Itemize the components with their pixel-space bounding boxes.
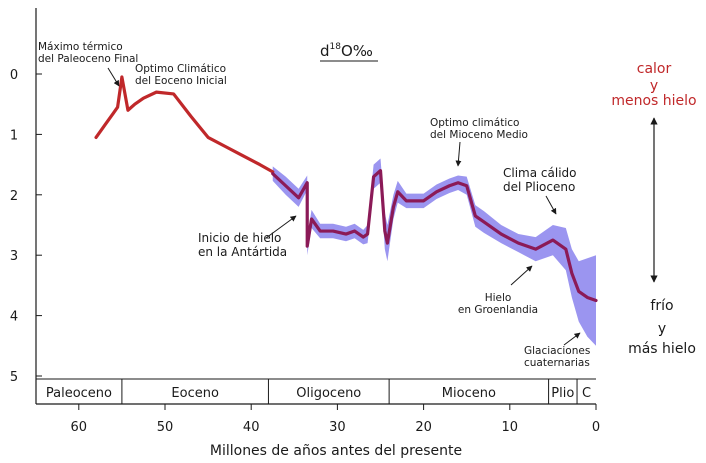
epoch-label: Eoceno [171,386,219,401]
y-tick-label: 2 [10,189,18,204]
series-line-early [94,75,275,174]
svg-text:menos hielo: menos hielo [611,93,696,109]
annotation-quaternary-glaciations: Glaciaciones cuaternarias [524,332,590,369]
svg-text:más hielo: más hielo [628,341,696,357]
y-tick-label: 0 [10,68,18,83]
epoch-label: Oligoceno [296,386,361,401]
svg-text:Inicio de hielo: Inicio de hielo [198,231,281,245]
band-layer [272,158,596,346]
x-tick-label: 0 [592,420,600,435]
epoch-layer: Paleoceno Eoceno Oligoceno Mioceno Plio C [46,379,591,404]
svg-text:en Groenlandia: en Groenlandia [458,304,538,316]
svg-text:del Eoceno Inicial: del Eoceno Inicial [135,75,227,87]
svg-text:cuaternarias: cuaternarias [524,357,590,369]
epoch-label: Plio [551,386,574,401]
annotation-eocene-optimum: Optimo Climático del Eoceno Inicial [135,63,227,87]
line-layer [94,75,598,303]
uncertainty-band [272,158,596,346]
svg-text:del Mioceno Medio: del Mioceno Medio [430,129,528,141]
x-tick-label: 60 [71,420,88,435]
annotation-greenland-ice: Hielo en Groenlandia [458,265,538,316]
svg-text:Optimo Climático: Optimo Climático [135,63,226,75]
annotation-miocene-optimum: Optimo climático del Mioceno Medio [430,117,528,167]
svg-text:Clima cálido: Clima cálido [503,166,576,180]
svg-text:Hielo: Hielo [485,292,512,304]
cold-label: frío y más hielo [628,298,696,357]
svg-text:frío: frío [650,298,673,314]
svg-text:Glaciaciones: Glaciaciones [524,345,590,357]
svg-text:calor: calor [637,61,672,77]
x-axis-label: Millones de años antes del presente [210,443,462,459]
svg-text:del Paleoceno Final: del Paleoceno Final [38,53,138,65]
epoch-label: C [582,386,591,401]
warm-label: calor y menos hielo [611,61,696,109]
svg-text:Optimo climático: Optimo climático [430,117,519,129]
annotation-paleocene-max: Máximo térmico del Paleoceno Final [38,41,138,87]
x-tick-label: 50 [157,420,174,435]
annotation-pliocene-warm: Clima cálido del Plioceno [503,166,576,215]
svg-text:en la Antártida: en la Antártida [198,245,287,259]
y-tick-label: 3 [10,249,18,264]
series-line-late [271,169,598,303]
x-tick-label: 30 [329,420,346,435]
svg-text:Máximo térmico: Máximo térmico [38,41,123,53]
y-tick-label: 5 [10,370,18,385]
annotation-antarctic-ice: Inicio de hielo en la Antártida [198,215,297,259]
x-tick-label: 20 [415,420,432,435]
chart-title: d18O‰ [320,42,373,60]
y-tick-label: 4 [10,310,18,325]
epoch-label: Mioceno [442,386,496,401]
x-tick-label: 40 [243,420,260,435]
y-tick-layer: 0 1 2 3 4 5 [10,68,42,385]
svg-text:y: y [658,321,666,337]
svg-text:del Plioceno: del Plioceno [503,180,575,194]
svg-text:y: y [650,78,658,94]
x-tick-layer: 60 50 40 30 20 10 0 [71,404,600,435]
x-tick-label: 10 [502,420,519,435]
epoch-label: Paleoceno [46,386,112,401]
y-tick-label: 1 [10,128,18,143]
